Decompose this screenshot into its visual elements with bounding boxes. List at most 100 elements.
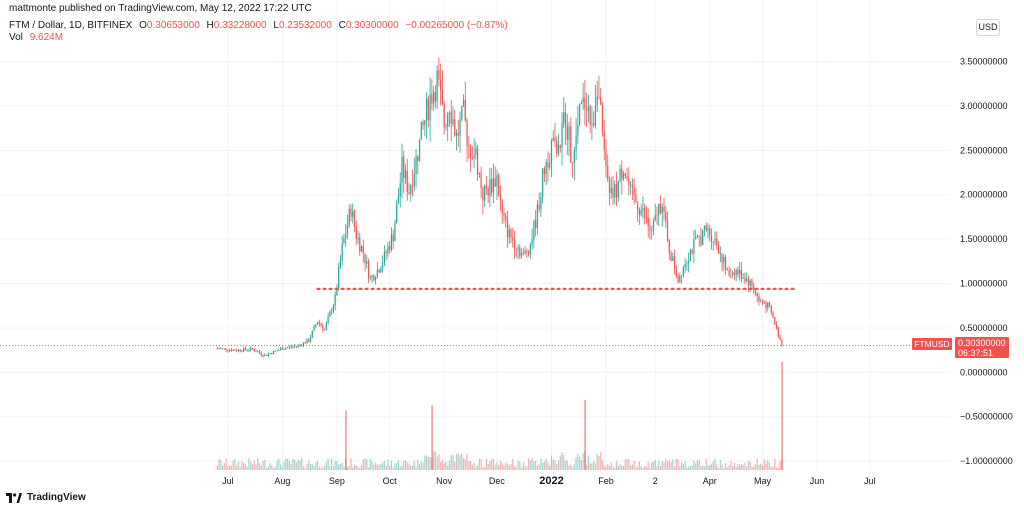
y-tick-label: 1.50000000	[960, 234, 1008, 244]
candle	[740, 262, 743, 283]
volume-bar	[417, 459, 419, 470]
volume-bar	[424, 455, 426, 470]
candle	[374, 275, 377, 285]
time-axis[interactable]: Jul Aug Sep Oct Nov Dec 2022 Feb 2 Apr May Jun Jul	[222, 475, 875, 487]
candle	[232, 349, 234, 352]
candle	[494, 166, 496, 187]
candle	[593, 111, 595, 128]
symbol-legend[interactable]: FTM / Dollar, 1D, BITFINEX O0.30653000 H…	[9, 20, 508, 32]
volume-bar	[373, 464, 375, 470]
candle	[505, 212, 507, 229]
candle	[404, 164, 407, 185]
candle	[698, 235, 700, 247]
volume-bar	[237, 461, 240, 470]
candle	[408, 182, 410, 196]
volume-bar	[318, 466, 320, 470]
candle	[746, 272, 748, 283]
candle	[280, 347, 282, 351]
candle	[331, 308, 333, 316]
candle	[271, 352, 273, 355]
volume-bar	[269, 463, 271, 470]
volume-bar	[556, 463, 558, 470]
candle	[267, 352, 269, 358]
volume-bar	[633, 460, 635, 470]
candle	[586, 92, 588, 127]
volume-legend[interactable]: Vol 9.624M	[9, 32, 63, 44]
candle	[651, 225, 653, 240]
candle	[383, 245, 386, 267]
candle	[380, 265, 382, 274]
candle	[346, 214, 349, 240]
volume-bar	[295, 462, 298, 470]
tradingview-logo-icon	[6, 492, 22, 503]
y-tick-label: 3.50000000	[960, 57, 1008, 67]
candle	[302, 342, 305, 348]
candle	[549, 153, 551, 171]
candle	[390, 227, 393, 252]
volume-bar	[513, 466, 516, 470]
candle	[672, 252, 674, 262]
candle	[614, 180, 616, 205]
volume-bar	[593, 460, 595, 470]
volume-bar	[557, 460, 560, 470]
candle	[292, 345, 294, 349]
volume-bar	[649, 467, 651, 470]
volume-bar	[223, 463, 225, 470]
volume-bar	[455, 453, 458, 470]
candle	[557, 134, 560, 157]
volume-bar	[582, 453, 584, 470]
volume-bar	[485, 458, 488, 470]
volume-bar	[756, 458, 758, 470]
candle	[450, 99, 452, 142]
volume-bar	[536, 465, 539, 470]
candle	[661, 203, 663, 227]
candle	[244, 346, 247, 351]
volume-bar	[216, 465, 218, 470]
volume-bar	[454, 461, 456, 470]
volume-bar	[775, 467, 778, 470]
candle	[566, 114, 568, 155]
candle	[561, 112, 563, 166]
volume-bar	[586, 464, 588, 470]
tradingview-logo[interactable]: TradingView	[6, 492, 86, 503]
candle	[220, 347, 222, 350]
symbol-title[interactable]: FTM / Dollar, 1D, BITFINEX	[9, 20, 133, 31]
volume-bar	[614, 467, 616, 470]
candle	[538, 192, 540, 213]
volume-bar	[390, 460, 393, 470]
volume-bar	[717, 467, 720, 470]
candle	[612, 176, 614, 205]
volume-bar	[376, 464, 378, 470]
volume-bar	[452, 454, 454, 470]
price-axis[interactable]: 3.50000000 3.00000000 2.50000000 2.00000000…	[960, 57, 1013, 467]
volume-bar	[679, 466, 681, 470]
low-value: 0.23532000	[278, 20, 332, 31]
volume-bar	[702, 465, 704, 470]
candle	[608, 175, 611, 206]
volume-bar	[561, 452, 563, 470]
volume-spike	[584, 399, 586, 470]
volume-bar	[535, 460, 537, 470]
volume-bar	[309, 464, 312, 470]
candle	[304, 341, 306, 344]
candle	[320, 322, 322, 328]
volume-bar	[287, 459, 289, 470]
candle	[485, 176, 488, 195]
volume-bar	[682, 463, 684, 470]
volume-bar	[573, 464, 575, 470]
currency-button[interactable]: USD	[976, 19, 1000, 36]
candle	[478, 172, 480, 178]
candle	[369, 274, 371, 281]
volume-bar	[707, 464, 709, 470]
candle	[709, 224, 711, 242]
volume-bar	[404, 460, 407, 470]
candle	[353, 209, 356, 233]
candle	[433, 86, 435, 111]
candle	[315, 323, 317, 329]
candle	[540, 192, 542, 218]
volume-bar	[278, 458, 280, 470]
volume-bar	[691, 465, 693, 470]
candle	[570, 117, 572, 163]
candle	[387, 241, 389, 258]
